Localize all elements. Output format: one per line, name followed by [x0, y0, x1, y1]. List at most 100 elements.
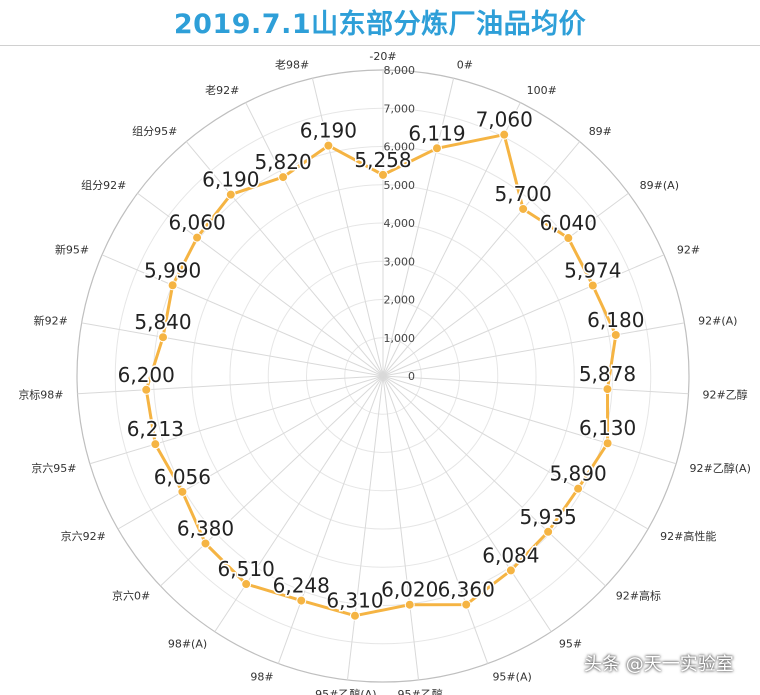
grid-spoke: [382, 375, 649, 530]
data-label: 6,130: [579, 416, 636, 440]
data-label: 6,040: [540, 211, 597, 235]
category-labels: -20# 0# 100# 89# 89#(A) 92# 92#(A) 92#乙醇 92#乙醇(A…: [18, 50, 751, 695]
data-label: 6,056: [154, 465, 211, 489]
data-point: [602, 438, 613, 449]
data-point: [602, 384, 613, 395]
data-point: [610, 329, 621, 340]
data-label: 6,119: [408, 121, 465, 145]
radial-tick-label: 2,000: [384, 294, 416, 307]
data-label: 6,190: [202, 168, 259, 192]
data-point: [404, 599, 415, 610]
category-label: 95#: [559, 637, 582, 650]
data-point: [349, 610, 360, 621]
title-divider: [0, 45, 760, 46]
category-label: -20#: [369, 50, 396, 63]
grid-spoke: [346, 375, 384, 680]
data-label: 5,890: [549, 462, 606, 486]
category-label: 89#: [589, 125, 612, 138]
data-point: [518, 203, 529, 214]
category-label: 100#: [527, 84, 557, 97]
category-label: 京六92#: [61, 529, 106, 543]
data-point: [200, 538, 211, 549]
grid-spoke: [81, 322, 384, 377]
category-label: 0#: [457, 59, 473, 72]
data-label: 6,084: [482, 543, 539, 567]
data-label: 6,200: [118, 363, 175, 387]
grid-spoke: [382, 375, 689, 395]
category-label: 92#(A): [698, 314, 737, 327]
category-label: 新92#: [34, 313, 68, 327]
data-label: 5,700: [495, 182, 552, 206]
category-label: 92#高性能: [660, 529, 716, 543]
grid-spoke: [382, 375, 420, 680]
radial-tick-label: 5,000: [384, 179, 416, 192]
data-point: [378, 169, 388, 180]
data-label: 5,935: [519, 505, 576, 529]
data-point: [150, 439, 161, 450]
category-label: 京标98#: [18, 388, 63, 402]
watermark-text: 头条 @天一实验室: [584, 654, 734, 675]
data-label: 5,820: [254, 150, 311, 174]
data-point: [323, 140, 334, 151]
series-line: [144, 133, 618, 618]
radial-tick-label: 8,000: [384, 64, 416, 77]
data-point: [278, 172, 289, 183]
radar-grid: [76, 69, 690, 683]
grid-spoke: [245, 102, 384, 377]
data-point: [141, 384, 152, 395]
data-label: 6,248: [273, 574, 330, 598]
grid-spoke: [382, 375, 552, 632]
chart-title: 2019.7.1山东部分炼厂油品均价: [173, 9, 587, 40]
grid-spoke: [382, 254, 665, 377]
data-point: [587, 280, 598, 291]
data-point: [563, 233, 574, 244]
data-point: [225, 189, 236, 200]
grid-spoke: [382, 375, 606, 587]
category-label: 新95#: [55, 242, 89, 256]
category-label: 92#乙醇(A): [690, 461, 751, 475]
data-label: 6,060: [168, 211, 225, 235]
grid-spoke: [311, 78, 384, 377]
data-labels: 5,258 6,119 7,060 5,700 6,040 5,974 6,180 5,878…: [116, 106, 646, 614]
data-point: [461, 599, 472, 610]
category-label: 组分92#: [81, 178, 126, 192]
grid-spoke: [77, 375, 384, 395]
grid-spoke: [89, 375, 384, 465]
data-label: 5,258: [354, 148, 411, 172]
category-label: 95#乙醇: [398, 687, 443, 695]
grid-spoke: [382, 141, 581, 377]
category-label: 92#高标: [616, 589, 661, 603]
grid-spoke: [160, 375, 384, 587]
category-label: 98#(A): [168, 637, 207, 650]
data-label: 6,020: [381, 578, 438, 602]
grid-spoke: [214, 375, 384, 632]
data-point: [158, 332, 169, 343]
data-label: 6,360: [438, 578, 495, 602]
grid-spoke: [382, 322, 685, 377]
data-point: [167, 280, 178, 291]
category-label: 老92#: [205, 84, 239, 97]
category-label: 组分95#: [132, 124, 177, 138]
grid-spoke: [382, 192, 629, 377]
grid-spoke: [185, 141, 384, 377]
category-label: 92#乙醇: [702, 388, 747, 402]
category-label: 89#(A): [640, 179, 679, 192]
category-label: 92#: [677, 243, 700, 256]
data-point: [573, 483, 584, 494]
data-point: [177, 486, 188, 497]
category-label: 98#: [250, 671, 273, 684]
radial-tick-label: 7,000: [384, 102, 416, 115]
data-label: 6,213: [127, 417, 184, 441]
grid-spoke: [137, 192, 384, 377]
data-label: 6,180: [587, 308, 644, 332]
data-label: 7,060: [476, 108, 533, 132]
grid-spoke: [382, 78, 455, 377]
data-label: 6,510: [218, 557, 275, 581]
radial-tick-label: 3,000: [384, 255, 416, 268]
radial-tick-label: 0: [408, 370, 415, 383]
data-label: 5,878: [579, 362, 636, 386]
data-point: [431, 143, 442, 154]
grid-spoke: [101, 254, 384, 377]
category-label: 老98#: [275, 59, 309, 72]
